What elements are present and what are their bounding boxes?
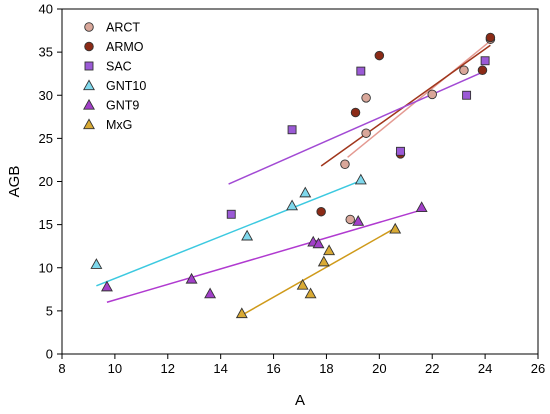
legend-marker-armo: [84, 41, 94, 52]
legend-item-gnt9: GNT9: [83, 98, 139, 113]
legend-item-arct: ARCT: [84, 21, 140, 35]
x-axis-title: A: [295, 392, 305, 409]
point-gnt9: [185, 272, 198, 284]
y-tick-label: 0: [46, 347, 53, 362]
point-gnt10: [286, 199, 299, 211]
y-tick-label: 30: [39, 88, 53, 103]
point-arct: [340, 159, 350, 169]
point-arct: [361, 93, 371, 103]
y-tick-label: 10: [39, 260, 53, 275]
point-gnt10: [90, 258, 103, 269]
point-gnt9: [415, 201, 428, 212]
legend: ARCT ARMO SAC GNT10 GNT9 MxG: [83, 21, 146, 132]
series-gnt10: [90, 173, 367, 269]
y-tick-label: 35: [39, 45, 53, 60]
point-gnt9: [204, 287, 217, 299]
point-sac: [226, 209, 236, 219]
point-arct: [361, 128, 371, 138]
point-gnt9: [352, 215, 365, 226]
y-tick-label: 20: [39, 174, 53, 189]
data-points: [90, 32, 496, 319]
point-gnt10: [354, 173, 367, 185]
x-tick-label: 14: [213, 361, 227, 376]
point-armo: [316, 206, 326, 217]
legend-label-arct: ARCT: [106, 21, 140, 35]
point-armo: [485, 32, 496, 43]
point-gnt9: [100, 280, 113, 292]
legend-marker-mxg: [83, 118, 95, 130]
trendline-arct: [347, 40, 491, 158]
point-sac: [396, 146, 405, 156]
x-tick-label: 16: [266, 361, 280, 376]
trendline-gnt10: [96, 179, 362, 287]
point-arct: [459, 65, 469, 75]
trendlines: [96, 40, 491, 316]
point-arct: [427, 89, 437, 100]
legend-item-mxg: MxG: [83, 118, 132, 132]
legend-label-gnt10: GNT10: [106, 79, 146, 93]
legend-marker-arct: [84, 22, 94, 32]
legend-marker-gnt9: [83, 98, 95, 110]
x-tick-label: 26: [531, 361, 545, 376]
point-mxg: [389, 222, 402, 234]
x-tick-label: 8: [58, 361, 65, 376]
legend-item-armo: ARMO: [84, 40, 144, 54]
legend-marker-sac: [84, 61, 94, 71]
point-sac: [480, 56, 490, 66]
legend-label-armo: ARMO: [106, 40, 144, 54]
y-tick-label: 15: [39, 217, 53, 232]
y-tick-label: 25: [39, 131, 53, 146]
legend-item-sac: SAC: [84, 60, 132, 74]
point-sac: [287, 125, 297, 135]
point-armo: [477, 65, 488, 75]
point-gnt10: [299, 186, 312, 198]
point-mxg: [296, 278, 309, 290]
legend-marker-gnt10: [83, 79, 95, 91]
point-mxg: [317, 255, 330, 267]
legend-label-mxg: MxG: [106, 118, 132, 132]
series-arct: [340, 34, 496, 225]
y-axis-title: AGB: [6, 166, 23, 198]
trendline-mxg: [241, 227, 396, 316]
trendline-sac: [228, 70, 486, 185]
series-mxg: [235, 222, 402, 319]
axes: 8 10 12 14 16 18 20 22 24 26 0 5 10 15 20 25 30 35 40: [39, 2, 546, 377]
point-mxg: [235, 307, 248, 319]
series-gnt9: [100, 201, 428, 299]
point-arct: [345, 214, 355, 225]
point-armo: [350, 107, 361, 118]
point-gnt9: [312, 237, 325, 249]
point-sac: [462, 90, 472, 100]
legend-label-gnt9: GNT9: [106, 99, 139, 113]
point-armo: [374, 50, 385, 61]
point-mxg: [304, 287, 317, 299]
x-tick-label: 12: [161, 361, 175, 376]
point-mxg: [323, 244, 336, 256]
x-tick-label: 22: [425, 361, 439, 376]
x-tick-label: 18: [319, 361, 333, 376]
x-tick-label: 20: [372, 361, 386, 376]
y-tick-label: 40: [39, 2, 53, 17]
series-sac: [226, 56, 490, 219]
x-tick-label: 10: [108, 361, 122, 376]
y-tick-label: 5: [46, 303, 53, 318]
legend-item-gnt10: GNT10: [83, 79, 146, 93]
x-tick-label: 24: [478, 361, 492, 376]
trendline-gnt9: [106, 209, 422, 303]
point-sac: [356, 66, 366, 76]
legend-label-sac: SAC: [106, 60, 132, 74]
point-gnt10: [241, 229, 254, 241]
